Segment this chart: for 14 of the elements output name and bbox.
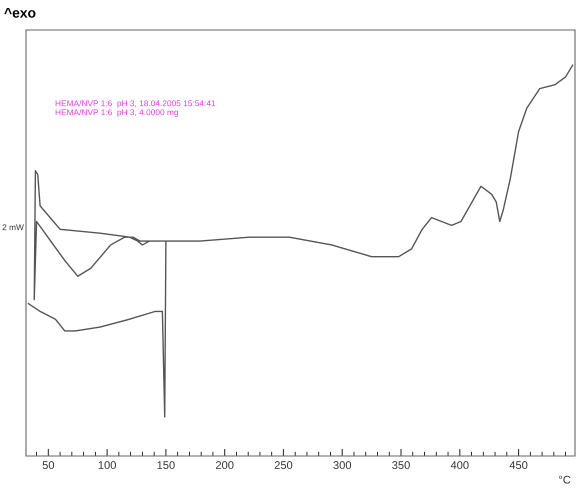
x-tick-label: 200 xyxy=(216,461,234,470)
annotation: HEMA/NVP 1:6 pH 3, 18.04.2005 15:54:41 xyxy=(56,100,216,108)
annotation: HEMA/NVP 1:6 pH 3, 4.0000 mg xyxy=(56,109,178,117)
x-tick-label: 300 xyxy=(333,461,352,470)
x-tick-label: 450 xyxy=(510,461,528,470)
x-tick-label: 350 xyxy=(392,461,410,470)
x-tick-label: 400 xyxy=(450,461,469,470)
x-axis-title: °C xyxy=(559,476,570,484)
y-axis-title: 2 mW xyxy=(2,224,24,230)
x-tick-label: 50 xyxy=(42,461,54,470)
x-tick-label: 250 xyxy=(274,461,292,470)
text: ^exo xyxy=(4,8,36,18)
x-tick-label: 100 xyxy=(98,461,116,470)
x-tick-label: 150 xyxy=(157,461,175,470)
